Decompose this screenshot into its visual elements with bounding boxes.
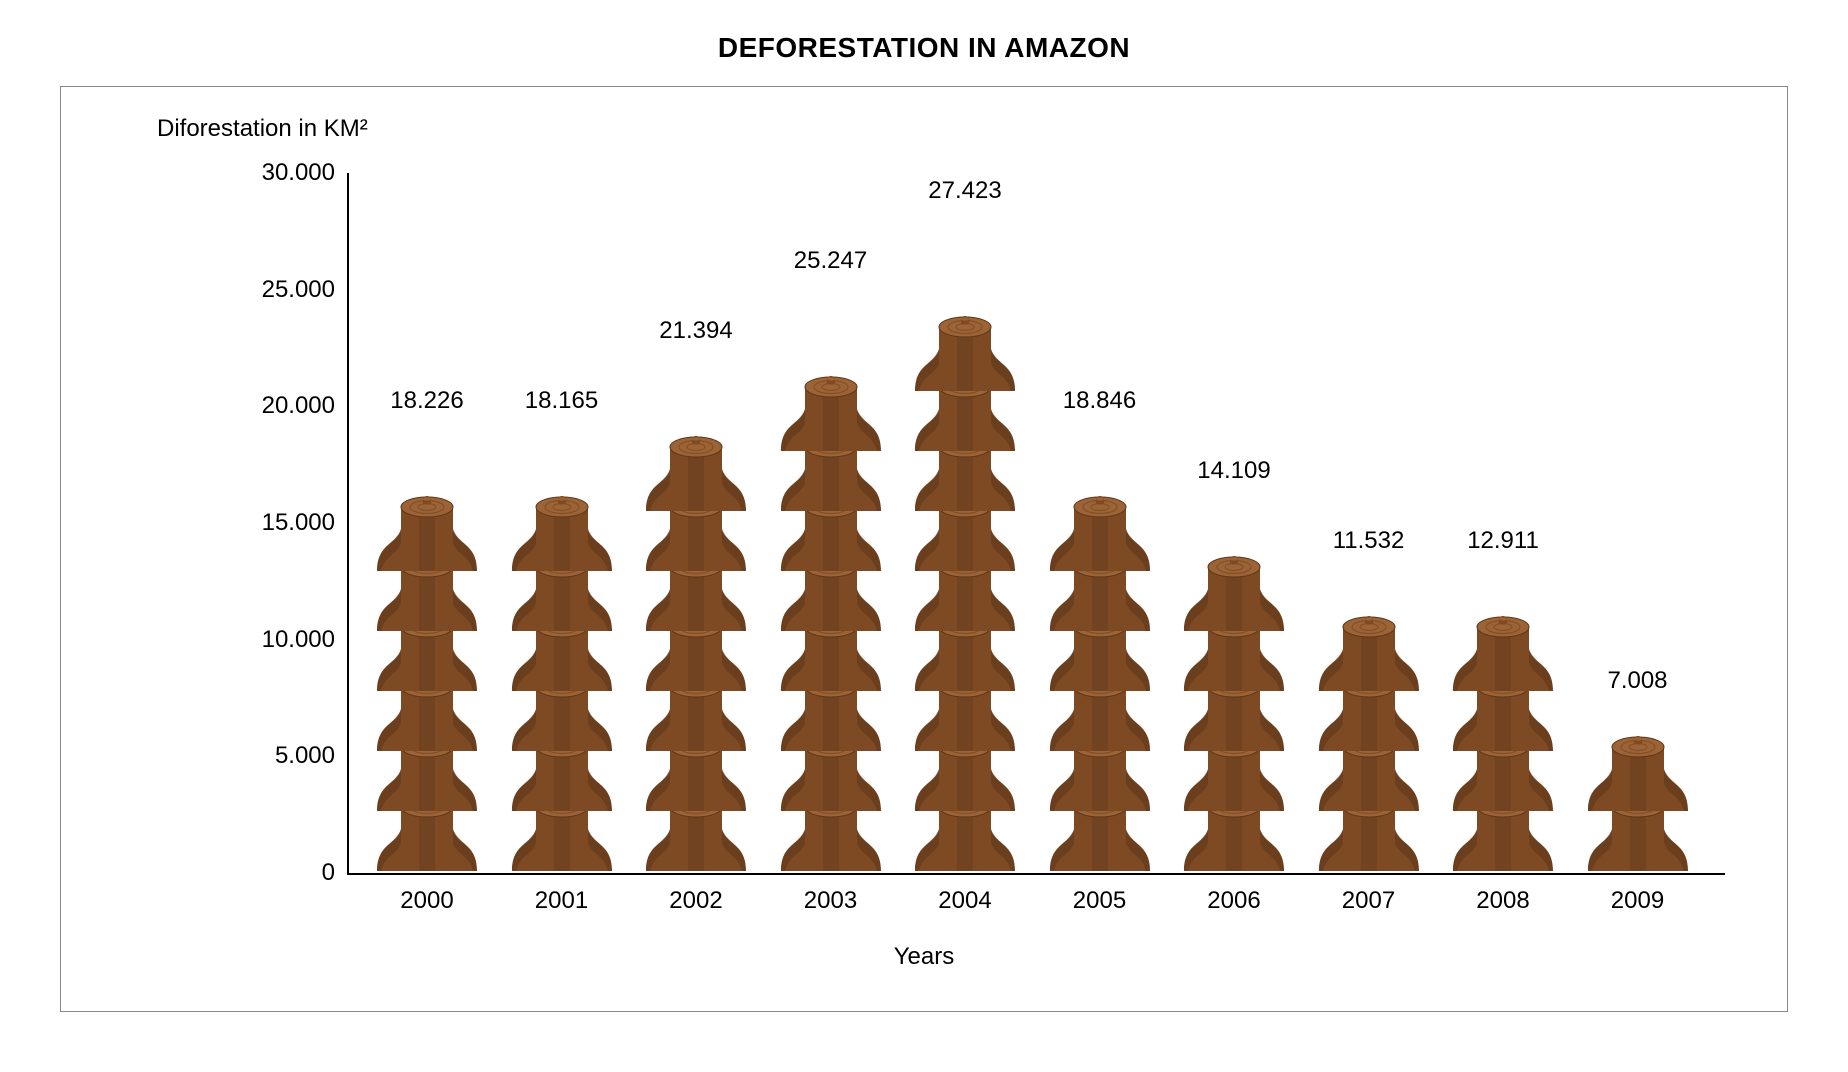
stump-icon bbox=[771, 803, 891, 873]
stump-icon bbox=[636, 563, 756, 633]
stump-icon bbox=[771, 743, 891, 813]
stump-icon bbox=[1040, 503, 1160, 573]
x-tick-label: 2000 bbox=[367, 887, 487, 915]
y-axis-title: Diforestation in KM² bbox=[157, 115, 368, 143]
page: DEFORESTATION IN AMAZON Diforestation in… bbox=[0, 0, 1848, 1072]
x-tick-label: 2001 bbox=[502, 887, 622, 915]
stump-icon bbox=[1040, 623, 1160, 693]
data-column: 25.247 bbox=[771, 393, 891, 873]
stump-icon bbox=[636, 623, 756, 693]
data-column: 11.532 bbox=[1309, 633, 1429, 873]
data-column: 21.394 bbox=[636, 453, 756, 873]
data-column: 18.846 bbox=[1040, 513, 1160, 873]
stump-icon bbox=[502, 683, 622, 753]
chart-panel: Diforestation in KM² 0 5.000 10.000 15.000 2… bbox=[60, 86, 1788, 1012]
stump-icon bbox=[502, 743, 622, 813]
stump-icon bbox=[771, 443, 891, 513]
stump-icon bbox=[1174, 683, 1294, 753]
x-tick-label: 2008 bbox=[1443, 887, 1563, 915]
stump-icon bbox=[771, 683, 891, 753]
x-tick-label: 2007 bbox=[1309, 887, 1429, 915]
data-column: 18.226 bbox=[367, 513, 487, 873]
value-label: 25.247 bbox=[731, 247, 931, 275]
stump-icon bbox=[1443, 743, 1563, 813]
value-label: 18.846 bbox=[1000, 387, 1200, 415]
x-tick-label: 2005 bbox=[1040, 887, 1160, 915]
stump-icon bbox=[771, 563, 891, 633]
stump-icon bbox=[905, 563, 1025, 633]
stump-icon bbox=[905, 803, 1025, 873]
stump-icon bbox=[1040, 563, 1160, 633]
value-label: 21.394 bbox=[596, 317, 796, 345]
stump-icon bbox=[502, 563, 622, 633]
y-tick-label: 0 bbox=[135, 859, 335, 887]
stump-icon bbox=[1309, 743, 1429, 813]
stump-icon bbox=[771, 623, 891, 693]
y-tick-label: 20.000 bbox=[135, 392, 335, 420]
stump-icon bbox=[1174, 623, 1294, 693]
stump-icon bbox=[636, 683, 756, 753]
x-axis-title: Years bbox=[61, 943, 1787, 971]
stump-icon bbox=[502, 623, 622, 693]
stump-icon bbox=[1309, 623, 1429, 693]
stump-icon bbox=[1578, 803, 1698, 873]
x-tick-label: 2009 bbox=[1578, 887, 1698, 915]
stump-icon bbox=[1040, 683, 1160, 753]
stump-icon bbox=[367, 563, 487, 633]
data-column: 14.109 bbox=[1174, 573, 1294, 873]
stump-icon bbox=[1174, 743, 1294, 813]
y-tick-label: 30.000 bbox=[135, 159, 335, 187]
stump-icon bbox=[502, 803, 622, 873]
stump-icon bbox=[1309, 683, 1429, 753]
stump-icon bbox=[636, 443, 756, 513]
value-label: 18.165 bbox=[462, 387, 662, 415]
stump-icon bbox=[771, 503, 891, 573]
stump-icon bbox=[905, 743, 1025, 813]
y-tick-label: 5.000 bbox=[135, 742, 335, 770]
stump-icon bbox=[367, 623, 487, 693]
stump-icon bbox=[367, 803, 487, 873]
y-tick-label: 25.000 bbox=[135, 276, 335, 304]
stump-icon bbox=[1443, 803, 1563, 873]
y-tick-label: 10.000 bbox=[135, 626, 335, 654]
stump-icon bbox=[1174, 803, 1294, 873]
stump-icon bbox=[1578, 743, 1698, 813]
stump-icon bbox=[905, 503, 1025, 573]
stump-icon bbox=[636, 503, 756, 573]
stump-icon bbox=[1040, 803, 1160, 873]
stump-icon bbox=[367, 503, 487, 573]
stump-icon bbox=[905, 683, 1025, 753]
stump-icon bbox=[636, 803, 756, 873]
chart-title: DEFORESTATION IN AMAZON bbox=[0, 32, 1848, 64]
x-tick-label: 2003 bbox=[771, 887, 891, 915]
value-label: 7.008 bbox=[1538, 667, 1738, 695]
stump-icon bbox=[636, 743, 756, 813]
x-tick-label: 2004 bbox=[905, 887, 1025, 915]
x-axis-line bbox=[347, 873, 1725, 875]
plot-area: 18.22618.16521.39425.24727.42318.84614.1… bbox=[347, 173, 1725, 873]
x-tick-label: 2002 bbox=[636, 887, 756, 915]
stump-icon bbox=[1040, 743, 1160, 813]
data-column: 7.008 bbox=[1578, 753, 1698, 873]
stump-icon bbox=[367, 743, 487, 813]
value-label: 27.423 bbox=[865, 177, 1065, 205]
stump-icon bbox=[1309, 803, 1429, 873]
value-label: 14.109 bbox=[1134, 457, 1334, 485]
stump-icon bbox=[502, 503, 622, 573]
stump-icon bbox=[905, 623, 1025, 693]
x-tick-label: 2006 bbox=[1174, 887, 1294, 915]
stump-icon bbox=[1174, 563, 1294, 633]
stump-icon bbox=[367, 683, 487, 753]
y-tick-label: 15.000 bbox=[135, 509, 335, 537]
stump-icon bbox=[905, 443, 1025, 513]
data-column: 18.165 bbox=[502, 513, 622, 873]
stump-icon bbox=[905, 323, 1025, 393]
stump-icon bbox=[771, 383, 891, 453]
value-label: 12.911 bbox=[1403, 527, 1603, 555]
